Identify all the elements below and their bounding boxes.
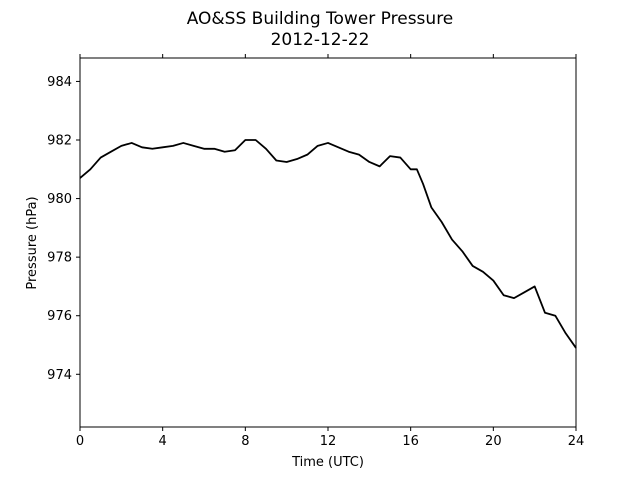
y-tick-label: 984 <box>47 75 72 90</box>
x-tick-label: 8 <box>241 434 249 449</box>
chart-subtitle: 2012-12-22 <box>271 30 370 50</box>
x-tick-label: 16 <box>402 434 419 449</box>
y-tick-label: 982 <box>47 134 72 149</box>
y-tick-label: 980 <box>47 192 72 207</box>
y-tick-label: 978 <box>47 251 72 266</box>
y-axis-ticks: 974 976 978 980 982 984 <box>47 75 80 383</box>
x-tick-label: 0 <box>76 434 84 449</box>
pressure-series-line <box>79 139 577 349</box>
y-tick-label: 974 <box>47 368 72 383</box>
x-tick-label: 12 <box>320 434 337 449</box>
y-axis-label: Pressure (hPa) <box>25 196 40 289</box>
x-tick-label: 4 <box>159 434 167 449</box>
chart-title: AO&SS Building Tower Pressure <box>187 9 454 29</box>
x-axis-label: Time (UTC) <box>291 455 364 470</box>
x-axis-ticks: 0 4 8 12 16 20 24 <box>76 54 584 449</box>
x-tick-label: 24 <box>568 434 585 449</box>
y-tick-label: 976 <box>47 309 72 324</box>
x-tick-label: 20 <box>485 434 502 449</box>
plot-area-frame <box>79 57 577 428</box>
